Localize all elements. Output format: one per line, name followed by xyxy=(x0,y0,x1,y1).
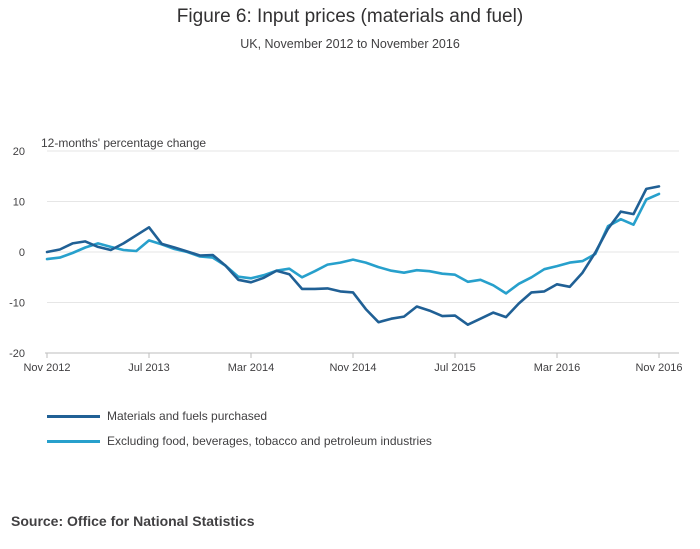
legend-label-excluding: Excluding food, beverages, tobacco and p… xyxy=(107,434,432,448)
series-line-excluding xyxy=(45,192,661,295)
y-tick-label: 0 xyxy=(19,247,25,259)
x-axis: Nov 2012 Jul 2013 Mar 2014 Nov 2014 Jul 2015… xyxy=(23,352,683,374)
x-tick-label: Jul 2015 xyxy=(434,362,476,374)
series-line-materials xyxy=(45,185,661,327)
legend-swatch-excluding xyxy=(47,439,100,443)
x-tick-label: Jul 2013 xyxy=(128,362,170,374)
x-tick-label: Nov 2012 xyxy=(23,362,70,374)
y-tick-label: 10 xyxy=(13,197,25,209)
x-tick-label: Mar 2014 xyxy=(228,362,274,374)
source-note: Source: Office for National Statistics xyxy=(11,513,255,529)
y-tick-label: -20 xyxy=(9,348,25,360)
x-tick-label: Nov 2016 xyxy=(635,362,682,374)
chart-title: Figure 6: Input prices (materials and fu… xyxy=(176,6,524,27)
legend-label-materials: Materials and fuels purchased xyxy=(107,409,268,423)
series-lines xyxy=(45,185,661,327)
chart-subtitle: UK, November 2012 to November 2016 xyxy=(240,37,460,51)
y-axis-ticks: -20 -10 0 10 20 xyxy=(9,146,25,360)
y-axis-label: 12-months' percentage change xyxy=(41,136,206,150)
y-tick-label: -10 xyxy=(9,298,25,310)
legend-item-excluding: Excluding food, beverages, tobacco and p… xyxy=(47,434,432,448)
x-tick-label: Nov 2014 xyxy=(329,362,376,374)
x-tick-label: Mar 2016 xyxy=(534,362,580,374)
legend-swatch-materials xyxy=(47,414,100,418)
y-tick-label: 20 xyxy=(13,146,25,158)
gridlines xyxy=(47,150,679,303)
legend-item-materials: Materials and fuels purchased xyxy=(47,409,267,423)
